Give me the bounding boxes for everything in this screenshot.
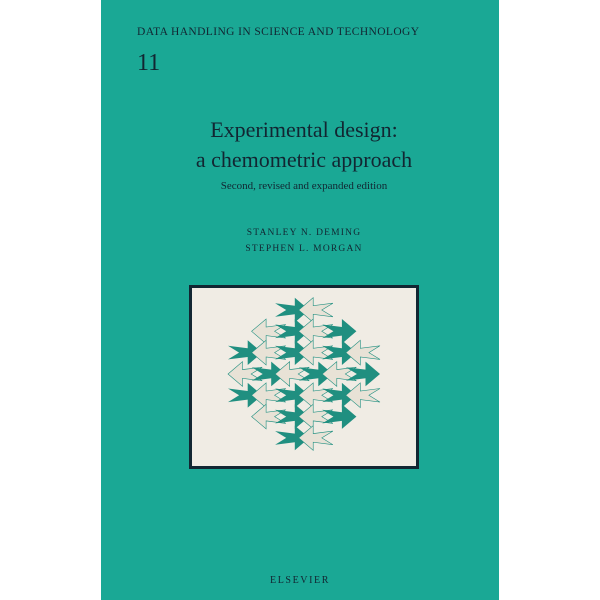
author-1: STANLEY N. DEMING <box>137 226 471 241</box>
book-cover: DATA HANDLING IN SCIENCE AND TECHNOLOGY … <box>101 0 499 600</box>
cover-art-frame <box>189 285 419 469</box>
edition-subtitle: Second, revised and expanded edition <box>137 180 471 192</box>
title-line-1: Experimental design: <box>137 115 471 145</box>
volume-number: 11 <box>137 50 471 77</box>
series-title: DATA HANDLING IN SCIENCE AND TECHNOLOGY <box>137 26 471 38</box>
authors-block: STANLEY N. DEMING STEPHEN L. MORGAN <box>137 226 471 256</box>
tessellation-pattern <box>192 288 416 466</box>
publisher-name: ELSEVIER <box>101 575 499 586</box>
author-2: STEPHEN L. MORGAN <box>137 242 471 257</box>
title-line-2: a chemometric approach <box>137 145 471 175</box>
title-block: Experimental design: a chemometric appro… <box>137 115 471 192</box>
